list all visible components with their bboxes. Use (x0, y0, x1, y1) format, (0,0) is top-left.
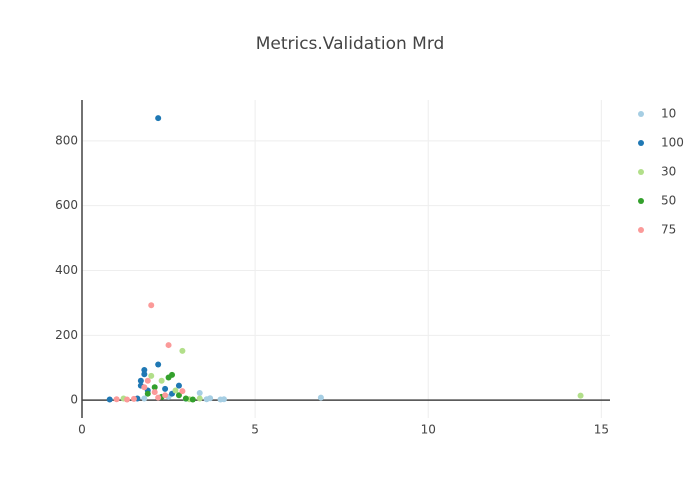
legend-marker (638, 111, 644, 117)
y-tick-label: 600 (55, 198, 78, 212)
point (144, 390, 151, 397)
point (148, 302, 155, 309)
point (182, 395, 189, 402)
point (155, 115, 162, 122)
legend-marker (638, 140, 644, 146)
point (151, 384, 158, 391)
point (141, 384, 148, 391)
point (179, 347, 186, 354)
legend-marker (638, 198, 644, 204)
y-tick-label: 400 (55, 263, 78, 277)
point (165, 374, 172, 381)
point (162, 385, 169, 392)
point (151, 389, 158, 396)
point (217, 396, 224, 403)
point (106, 396, 113, 403)
x-tick-label: 5 (251, 423, 259, 437)
point (144, 377, 151, 384)
point (113, 396, 120, 403)
point (189, 396, 196, 403)
x-tick-label: 0 (78, 423, 86, 437)
point (158, 377, 165, 384)
point (196, 395, 203, 402)
point (175, 382, 182, 389)
point (141, 395, 148, 402)
y-tick-label: 200 (55, 328, 78, 342)
point (155, 394, 162, 401)
y-tick-label: 0 (70, 393, 78, 407)
point (196, 390, 203, 397)
point (141, 367, 148, 374)
point (155, 361, 162, 368)
point (207, 395, 214, 402)
legend-label: 50 (661, 194, 676, 208)
point (577, 392, 584, 399)
point (165, 342, 172, 349)
point (317, 394, 324, 401)
legend-label: 10 (661, 107, 676, 121)
point (175, 392, 182, 399)
point (124, 396, 131, 403)
y-tick-label: 800 (55, 133, 78, 147)
chart-title: Metrics.Validation Mrd (256, 34, 445, 54)
x-tick-label: 10 (421, 423, 436, 437)
point (137, 377, 144, 384)
point (148, 372, 155, 379)
point (172, 387, 179, 394)
x-tick-label: 15 (594, 423, 609, 437)
legend-label: 30 (661, 165, 676, 179)
legend-label: 100 (661, 136, 684, 150)
point (130, 395, 137, 402)
point (162, 392, 169, 399)
legend-label: 75 (661, 223, 676, 237)
legend-marker (638, 227, 644, 233)
legend-marker (638, 169, 644, 175)
point (141, 371, 148, 378)
point (179, 388, 186, 395)
